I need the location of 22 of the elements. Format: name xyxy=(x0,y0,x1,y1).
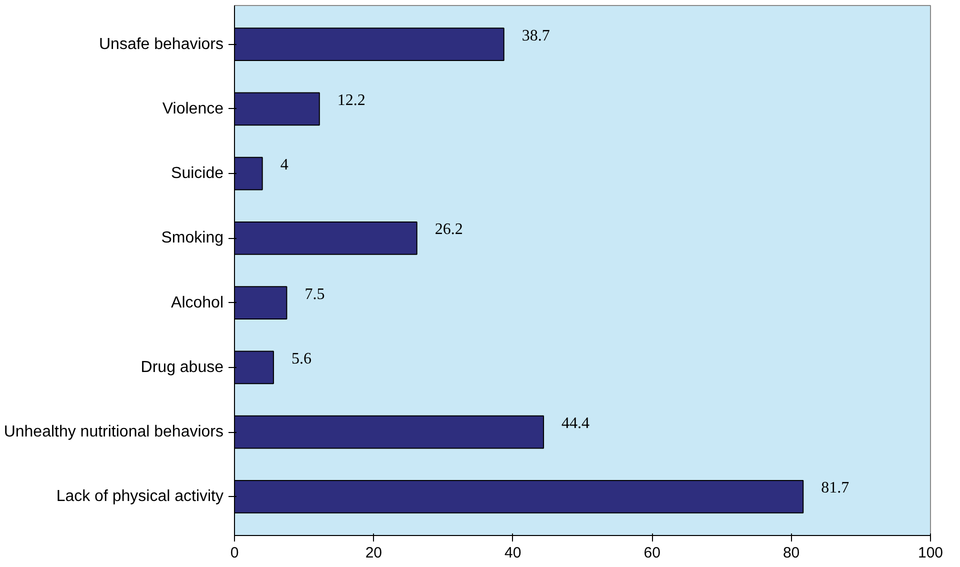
x-tick-label: 20 xyxy=(365,544,382,562)
data-label: 12.2 xyxy=(337,92,366,109)
data-label: 38.7 xyxy=(522,27,550,44)
data-label: 26.2 xyxy=(434,221,463,238)
y-tick-label: Violence xyxy=(162,100,224,118)
x-tick-label: 60 xyxy=(644,544,660,562)
data-label: 81.7 xyxy=(821,480,850,497)
data-label: 44.4 xyxy=(562,415,590,432)
data-label: 7.5 xyxy=(304,286,325,303)
x-tick-label: 100 xyxy=(918,544,944,562)
x-tick-label: 40 xyxy=(504,544,522,562)
x-tick-label: 0 xyxy=(230,544,239,562)
y-tick-label: Suicide xyxy=(171,165,224,182)
data-label: 4 xyxy=(280,156,288,174)
y-tick-label: Drug abuse xyxy=(140,358,224,376)
y-tick-label: Lack of physical activity xyxy=(56,488,224,506)
y-tick-label: Unsafe behaviors xyxy=(98,36,224,53)
x-tick-label: 80 xyxy=(782,544,800,562)
y-tick-label: Smoking xyxy=(161,230,224,247)
data-label: 5.6 xyxy=(291,350,312,368)
y-tick-label: Unhealthy nutritional behaviors xyxy=(4,424,224,441)
y-tick-label: Alcohol xyxy=(171,294,224,312)
